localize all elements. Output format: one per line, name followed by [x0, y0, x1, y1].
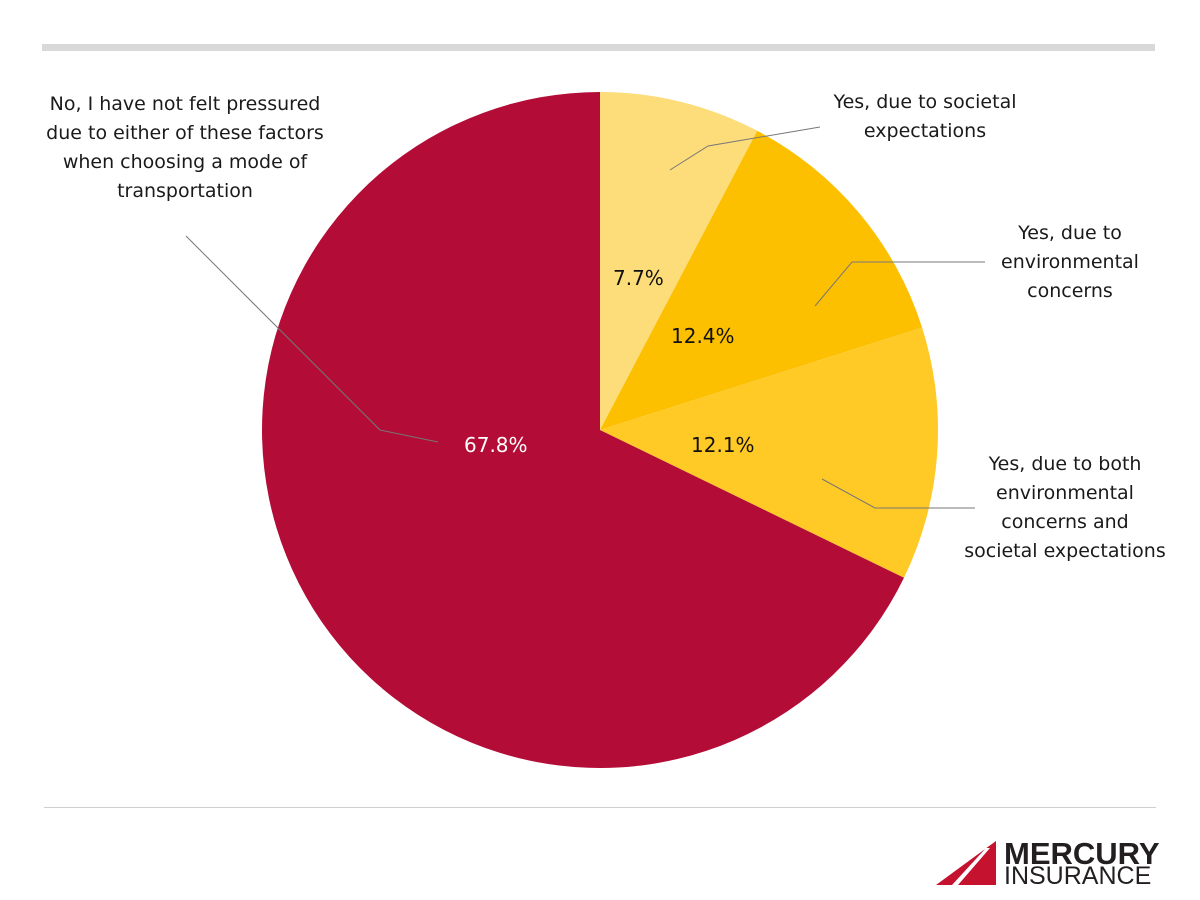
pie-slice — [600, 92, 758, 430]
leader-lines — [185, 126, 985, 509]
top-divider-bar — [42, 44, 1155, 51]
pct-environmental: 12.4% — [671, 324, 735, 348]
pie-slice — [600, 130, 923, 431]
label-both: Yes, due to both environmental concerns … — [964, 453, 1166, 562]
pie-slice — [261, 92, 904, 769]
pct-no: 67.8% — [464, 433, 528, 457]
label-environmental: Yes, due to environmental concerns — [1001, 222, 1139, 302]
pie-slice — [600, 327, 938, 578]
label-societal: Yes, due to societal expectations — [833, 91, 1017, 142]
pct-both: 12.1% — [691, 433, 755, 457]
pct-societal: 7.7% — [613, 266, 664, 290]
mercury-logo-mark-icon — [936, 841, 996, 885]
label-no: No, I have not felt pressured due to eit… — [46, 93, 324, 202]
logo-line1: MERCURY — [1004, 836, 1160, 871]
bottom-divider — [44, 807, 1156, 808]
logo-line2: INSURANCE — [1004, 862, 1152, 890]
